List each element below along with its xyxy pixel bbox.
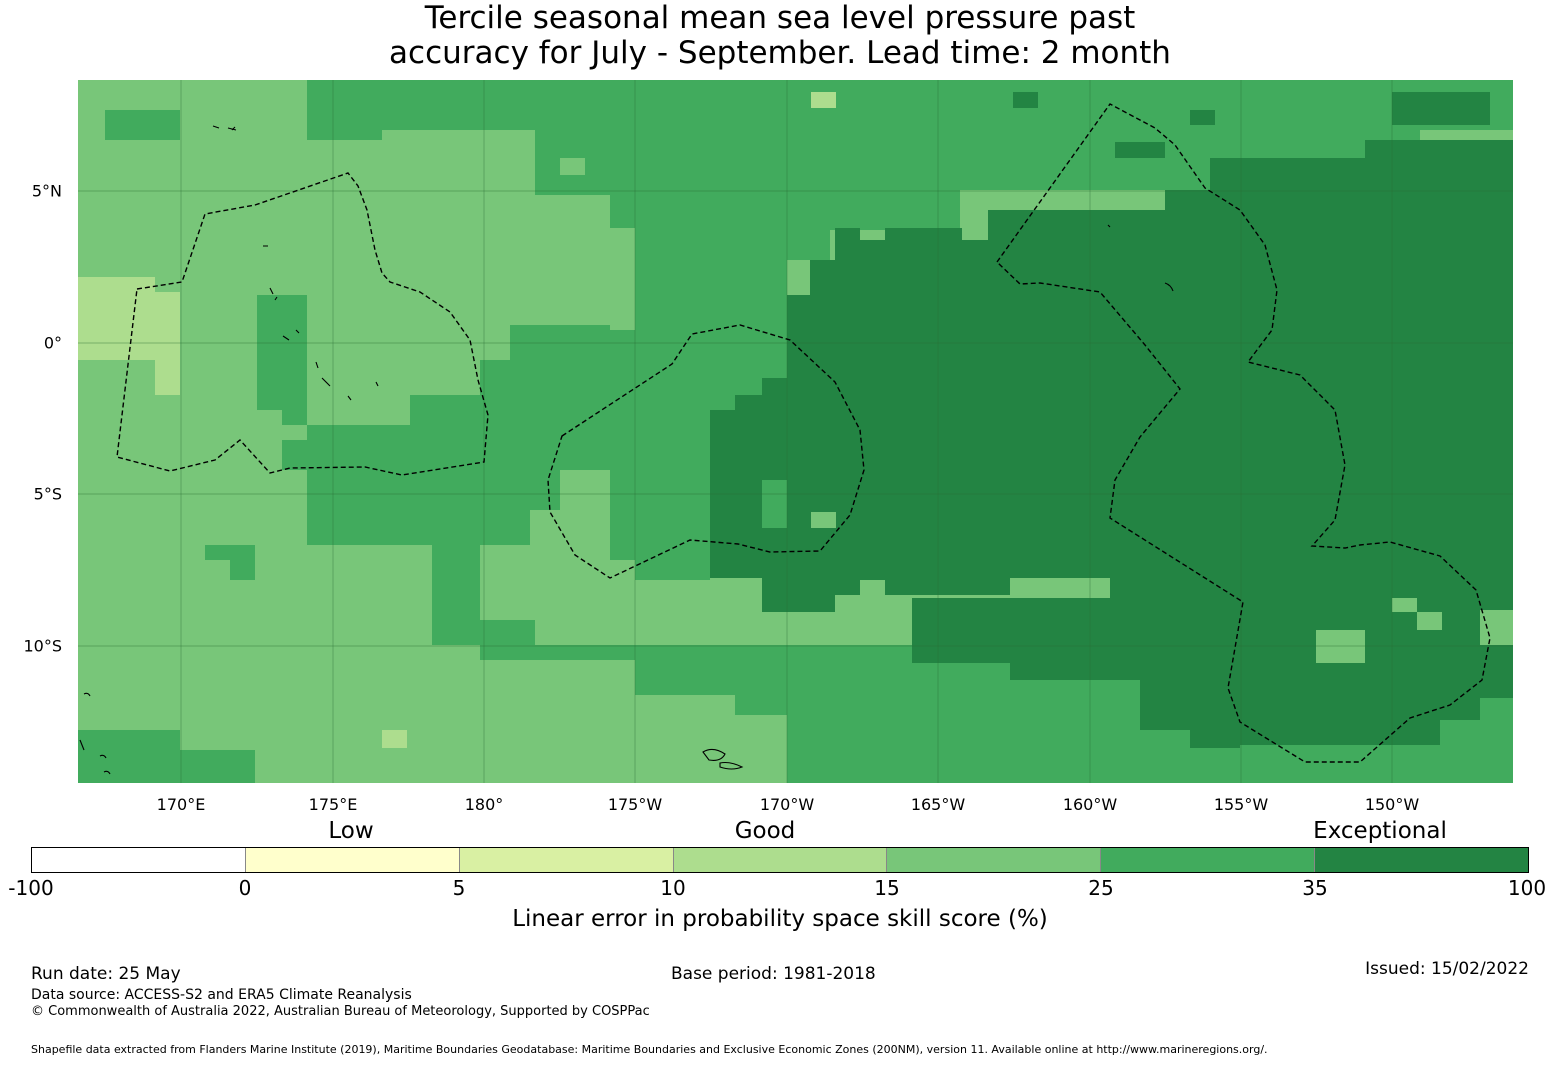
eez-boundaries — [116, 103, 1491, 763]
lon-label: 175°W — [607, 795, 663, 814]
shapefile-credit: Shapefile data extracted from Flanders M… — [31, 1043, 1268, 1056]
region-15-25-patch5 — [1392, 598, 1417, 612]
eez-boundary-west — [116, 172, 489, 476]
region-35-100-mid — [710, 378, 787, 545]
eez-boundary-east — [996, 103, 1491, 763]
lat-label: 10°S — [23, 636, 62, 656]
region-35-100-east — [710, 140, 1513, 745]
run-date: Run date: 25 May — [31, 964, 181, 984]
legend-category-exceptional: Exceptional — [1313, 818, 1447, 844]
region-15-25-patch1 — [811, 512, 836, 528]
lon-label: 165°W — [910, 795, 966, 814]
gridlines — [78, 80, 1513, 783]
lat-label: 5°S — [33, 484, 62, 504]
region-25-35-top-left — [105, 110, 180, 140]
lon-label: 150°W — [1364, 795, 1420, 814]
lon-label: 155°W — [1213, 795, 1269, 814]
colorbar-segment — [1315, 848, 1529, 872]
chart-title-line2: accuracy for July - September. Lead time… — [389, 35, 1171, 71]
colorbar-tick-label: 0 — [238, 876, 252, 900]
base-period: Base period: 1981-2018 — [671, 964, 876, 984]
colorbar-segment — [1101, 848, 1316, 872]
colorbar-tick-label: 100 — [1507, 876, 1547, 900]
region-25-35-west-islands — [257, 295, 307, 425]
colorbar-segment — [32, 848, 246, 872]
colorbar-tick-label: 10 — [660, 876, 686, 900]
colorbar-segment — [245, 848, 460, 872]
data-source: Data source: ACCESS-S2 and ERA5 Climate … — [31, 987, 412, 1003]
island — [315, 361, 379, 401]
colorbar-tick-label: 15 — [874, 876, 900, 900]
lat-label: 0° — [43, 333, 62, 353]
colorbar-tick-label: 25 — [1088, 876, 1114, 900]
colorbar-tick-label: 5 — [452, 876, 466, 900]
chart-title-line1: Tercile seasonal mean sea level pressure… — [424, 0, 1136, 36]
region-15-25-patch4 — [610, 228, 635, 243]
colorbar-tick-label: -100 — [8, 876, 54, 900]
copyright: © Commonwealth of Australia 2022, Austra… — [31, 1004, 650, 1019]
island — [263, 245, 300, 341]
colorbar-segment — [673, 848, 888, 872]
colorbar-title: Linear error in probability space skill … — [512, 906, 1048, 932]
colorbar — [31, 847, 1529, 873]
region-10-15-west — [78, 277, 180, 395]
eez-boundary-central — [547, 324, 865, 579]
region-25-35-upper-left — [307, 80, 480, 140]
lon-label: 170°W — [759, 795, 815, 814]
region-35-100-top2 — [1392, 92, 1490, 125]
region-25-35-small — [205, 545, 255, 580]
island-coastlines — [79, 125, 1174, 775]
lat-label: 5°N — [31, 181, 62, 201]
region-25-35-north — [332, 80, 1513, 330]
region-15-25-patch6 — [1316, 630, 1365, 663]
island — [702, 748, 744, 770]
colorbar-tick-label: 35 — [1302, 876, 1328, 900]
lon-label: 180° — [464, 795, 504, 814]
skill-map — [78, 80, 1513, 783]
lon-label: 160°W — [1062, 795, 1118, 814]
region-35-100-top — [1013, 92, 1038, 108]
region-35-100-south — [912, 598, 1513, 748]
region-10-15-small1 — [382, 730, 407, 748]
region-25-35-lower-left — [78, 730, 255, 783]
island — [79, 692, 111, 775]
island — [212, 125, 237, 131]
lon-label: 175°E — [308, 795, 358, 814]
colorbar-segment — [459, 848, 674, 872]
lon-label: 170°E — [156, 795, 206, 814]
region-10-15-small2 — [811, 92, 836, 108]
legend-category-low: Low — [328, 818, 374, 844]
region-15-25-patch3 — [560, 158, 585, 175]
island — [1107, 224, 1174, 292]
region-35-100-top4 — [1115, 142, 1165, 158]
legend-category-good: Good — [734, 818, 796, 844]
region-15-25-patch7 — [1417, 612, 1442, 630]
colorbar-segment — [887, 848, 1102, 872]
issued-date: Issued: 15/02/2022 — [1365, 959, 1529, 979]
skill-regions — [78, 80, 1513, 783]
region-15-25-patch2 — [762, 715, 787, 730]
region-35-100-top3 — [1190, 110, 1215, 125]
